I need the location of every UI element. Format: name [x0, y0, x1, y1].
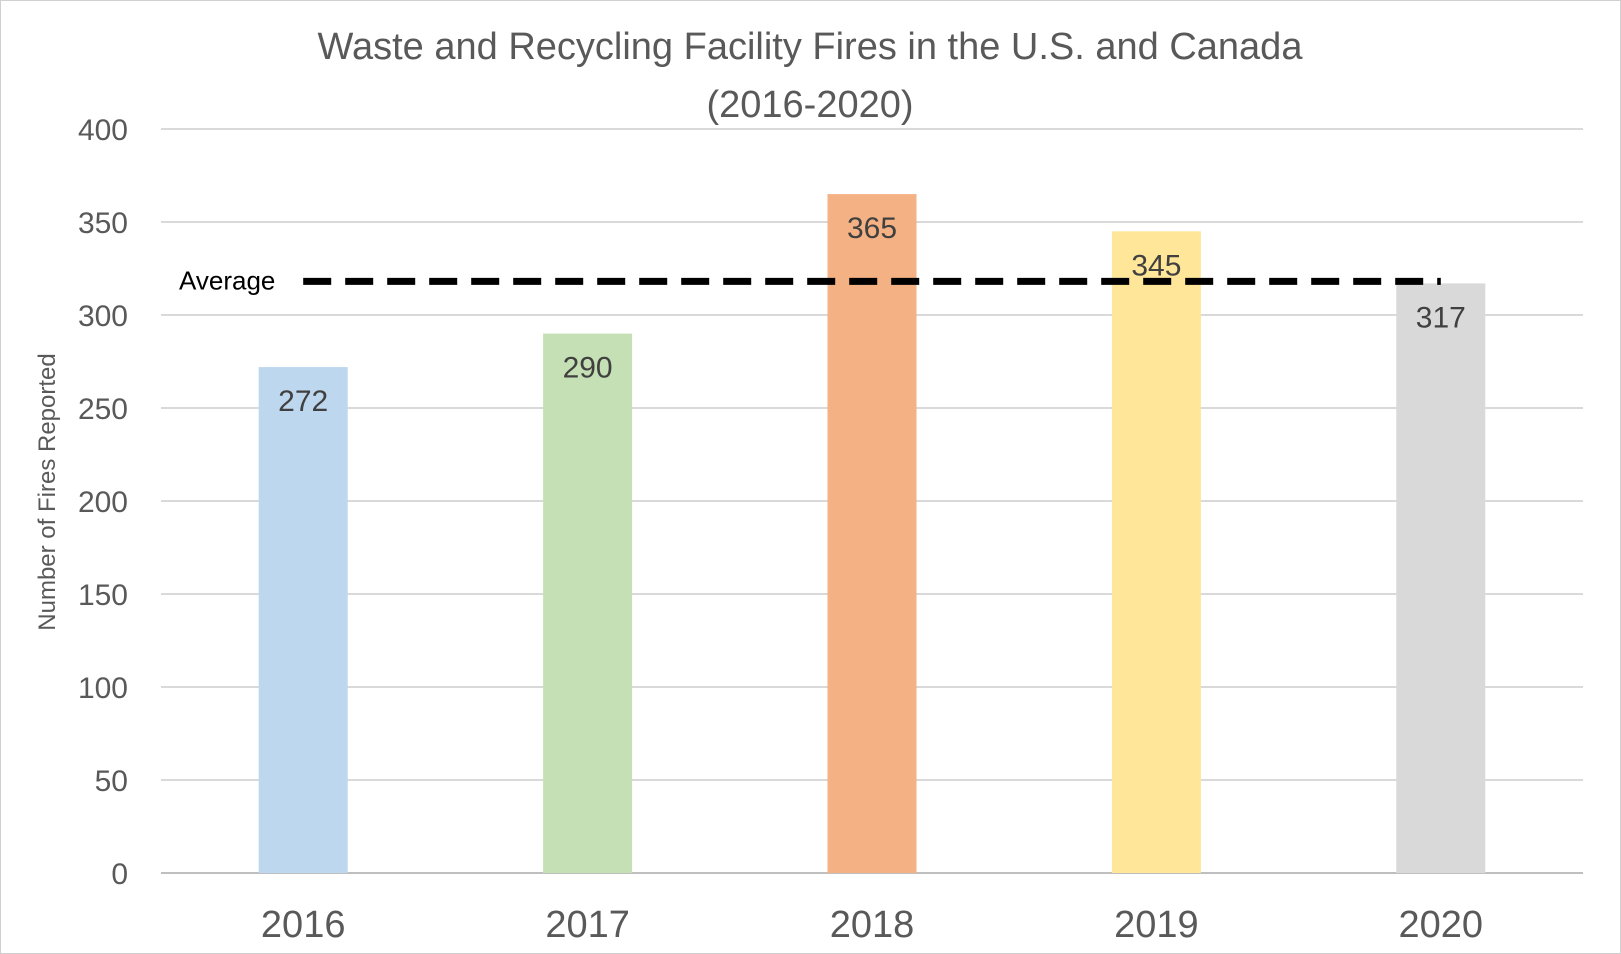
chart-subtitle: (2016-2020) — [706, 84, 913, 126]
bar-2018 — [827, 194, 917, 874]
y-tick-label: 100 — [78, 672, 128, 705]
x-category-label: 2018 — [830, 904, 915, 946]
y-axis-ticks: 0 50 100 150 200 250 300 350 400 — [78, 114, 128, 891]
y-tick-label: 200 — [78, 486, 128, 519]
x-category-label: 2016 — [261, 904, 346, 946]
x-category-label: 2017 — [545, 904, 630, 946]
y-tick-label: 50 — [95, 765, 128, 798]
data-label-2016: 272 — [278, 385, 328, 418]
data-label-2018: 365 — [847, 212, 897, 245]
y-tick-label: 250 — [78, 393, 128, 426]
average-label: Average — [179, 265, 275, 295]
data-labels: 272 290 365 345 317 — [278, 212, 1466, 418]
bar-2019 — [1111, 231, 1201, 874]
x-category-label: 2019 — [1114, 904, 1199, 946]
x-category-label: 2020 — [1399, 904, 1484, 946]
y-tick-label: 400 — [78, 114, 128, 147]
y-tick-label: 150 — [78, 579, 128, 612]
data-label-2019: 345 — [1131, 249, 1181, 282]
chart-title: Waste and Recycling Facility Fires in th… — [318, 26, 1304, 68]
y-tick-label: 300 — [78, 300, 128, 333]
bar-2016 — [258, 367, 348, 873]
x-axis-categories: 2016 2017 2018 2019 2020 — [261, 904, 1483, 946]
bar-2017 — [543, 333, 633, 874]
y-tick-label: 0 — [111, 858, 128, 891]
y-tick-label: 350 — [78, 207, 128, 240]
average-reference: Average — [179, 265, 1441, 295]
bars — [258, 194, 1486, 874]
y-axis-title: Number of Fires Reported — [34, 353, 61, 630]
data-label-2020: 317 — [1416, 301, 1466, 334]
data-label-2017: 290 — [563, 352, 613, 385]
bar-2020 — [1396, 283, 1486, 873]
